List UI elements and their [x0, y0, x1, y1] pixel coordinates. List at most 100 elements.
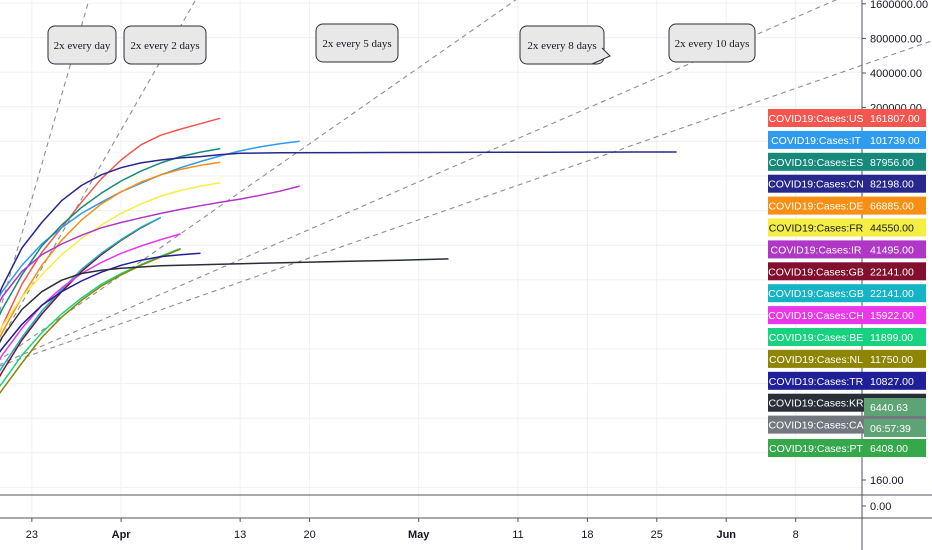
series-value-text: 11750.00 — [870, 354, 913, 366]
series-value-tag — [864, 109, 926, 127]
callout-box-1: 2x every day — [47, 25, 117, 65]
x-tick-label: 11 — [512, 529, 523, 541]
callout-label: 2x every 10 days — [675, 38, 750, 50]
series-line-covid19-cases-us-0 — [0, 117, 221, 334]
series-name-text: COVID19:Cases:ES — [769, 157, 864, 169]
series-lines — [0, 117, 677, 395]
series-name-tag — [768, 306, 864, 325]
y-tick-label: 160.00 — [870, 475, 904, 487]
series-value-text: 101739.00 — [870, 135, 920, 147]
grid-lines — [0, 0, 862, 518]
series-name-tag — [768, 393, 864, 412]
callout-box-4: 2x every 8 days — [519, 25, 611, 65]
series-name-text: COVID19:Cases:CN — [768, 179, 864, 191]
series-value-tag — [864, 174, 926, 193]
last-value-label: COVID19:Cases:NL 11750.00 — [768, 349, 926, 368]
last-value-label: COVID19:Cases:BE 11899.00 — [768, 328, 926, 346]
scale-marker-text: 6440.63 — [870, 402, 908, 414]
series-name-tag — [768, 349, 864, 368]
last-value-label: COVID19:Cases:GB 22141.00 — [768, 284, 926, 303]
y-tick-label: 1600000.00 — [870, 0, 928, 11]
last-value-label: COVID19:Cases:GB 22141.00 — [768, 262, 926, 281]
series-name-text: COVID19:Cases:DE — [768, 201, 863, 213]
series-name-text: COVID19:Cases:IT — [771, 135, 861, 147]
y-tick-label: 0.00 — [870, 501, 891, 513]
series-value-tag — [864, 196, 926, 215]
series-line-covid19-cases-kr-13 — [0, 258, 449, 344]
series-value-tag — [864, 306, 926, 325]
callout-tail — [591, 47, 611, 65]
series-line-covid19-cases-es-2 — [0, 147, 221, 316]
last-value-label: COVID19:Cases:IR 41495.00 — [768, 240, 926, 259]
series-name-tag — [768, 152, 864, 171]
series-name-text: COVID19:Cases:PT — [769, 443, 864, 455]
last-value-label: COVID19:Cases:ES 87956.00 — [768, 152, 926, 171]
series-value-text: 82198.00 — [870, 179, 914, 191]
callout-label: 2x every 8 days — [527, 40, 596, 52]
series-value-tag — [864, 371, 926, 390]
series-name-tag — [768, 328, 864, 346]
series-name-tag — [768, 415, 864, 434]
doubling-callouts: 2x every day 2x every 2 days 2x every 5 da… — [47, 23, 756, 65]
callout-box-2: 2x every 2 days — [123, 25, 207, 65]
series-value-text: 161807.00 — [870, 113, 920, 125]
series-name-tag — [768, 240, 864, 259]
series-name-text: COVID19:Cases:US — [768, 113, 863, 125]
last-value-label: COVID19:Cases:DE 66885.00 — [768, 196, 926, 215]
doubling-line-5 — [0, 40, 932, 367]
series-name-text: COVID19:Cases:GB — [768, 288, 864, 300]
series-value-text: 41495.00 — [870, 244, 914, 256]
scale-marker-tag — [864, 398, 926, 416]
series-name-tag — [768, 439, 864, 457]
series-name-text: COVID19:Cases:KR — [768, 398, 864, 410]
y-axis-ticks: 1600000.00800000.00400000.00200000.00160… — [862, 0, 928, 513]
scale-marker-tag — [864, 419, 926, 437]
series-name-text: COVID19:Cases:BE — [769, 332, 864, 344]
callout-label: 2x every 5 days — [322, 38, 391, 50]
series-value-tag — [864, 218, 926, 237]
series-name-text: COVID19:Cases:CA — [768, 420, 863, 432]
last-value-label: COVID19:Cases:TR 10827.00 — [768, 371, 926, 390]
series-name-tag — [768, 284, 864, 303]
y-tick-label: 400000.00 — [870, 68, 922, 80]
x-tick-label: 23 — [26, 529, 38, 541]
callout-label: 2x every 2 days — [130, 40, 199, 52]
series-name-tag — [768, 371, 864, 390]
series-line-covid19-cases-gb-8 — [0, 216, 162, 372]
series-name-tag — [768, 196, 864, 215]
series-name-tag — [768, 262, 864, 281]
series-line-covid19-cases-nl-11 — [0, 248, 181, 395]
series-name-text: COVID19:Cases:FR — [769, 223, 864, 235]
x-tick-label: 25 — [651, 529, 663, 541]
callout-box-5: 2x every 10 days — [668, 23, 756, 63]
x-tick-label: 13 — [234, 529, 246, 541]
doubling-line-3 — [0, 0, 517, 361]
series-value-tag — [864, 262, 926, 281]
series-value-tag — [864, 284, 926, 303]
series-value-text: 10827.00 — [870, 376, 914, 388]
series-line-covid19-cases-fr-5 — [0, 181, 221, 332]
callout-label: 2x every day — [54, 40, 111, 52]
callout-background — [47, 25, 117, 65]
last-value-label: COVID19:Cases:PT 6408.00 — [768, 439, 926, 457]
x-axis-ticks: 23 Apr 13 20 May 11 18 25 Jun 8 — [26, 518, 799, 541]
series-value-text: 44550.00 — [870, 223, 914, 235]
x-tick-label: May — [408, 529, 430, 541]
series-value-tag — [864, 439, 926, 457]
series-value-text: 11899.00 — [870, 332, 913, 344]
last-value-label: COVID19:Cases:IT 101739.00 — [768, 130, 926, 149]
series-value-text: 22141.00 — [870, 266, 914, 278]
series-value-text: 87956.00 — [870, 157, 914, 169]
series-name-text: COVID19:Cases:CH — [768, 310, 864, 322]
y-tick-label: 800000.00 — [870, 33, 922, 45]
x-tick-label: 20 — [303, 529, 315, 541]
series-value-tag — [864, 328, 926, 346]
series-value-tag — [864, 349, 926, 368]
x-tick-label: Jun — [716, 529, 736, 541]
callout-background — [668, 23, 756, 63]
x-tick-label: 18 — [581, 529, 593, 541]
scale-marker-text: 06:57:39 — [870, 423, 911, 435]
callout-background — [519, 25, 605, 65]
series-line-covid19-cases-cn-3 — [0, 151, 677, 295]
